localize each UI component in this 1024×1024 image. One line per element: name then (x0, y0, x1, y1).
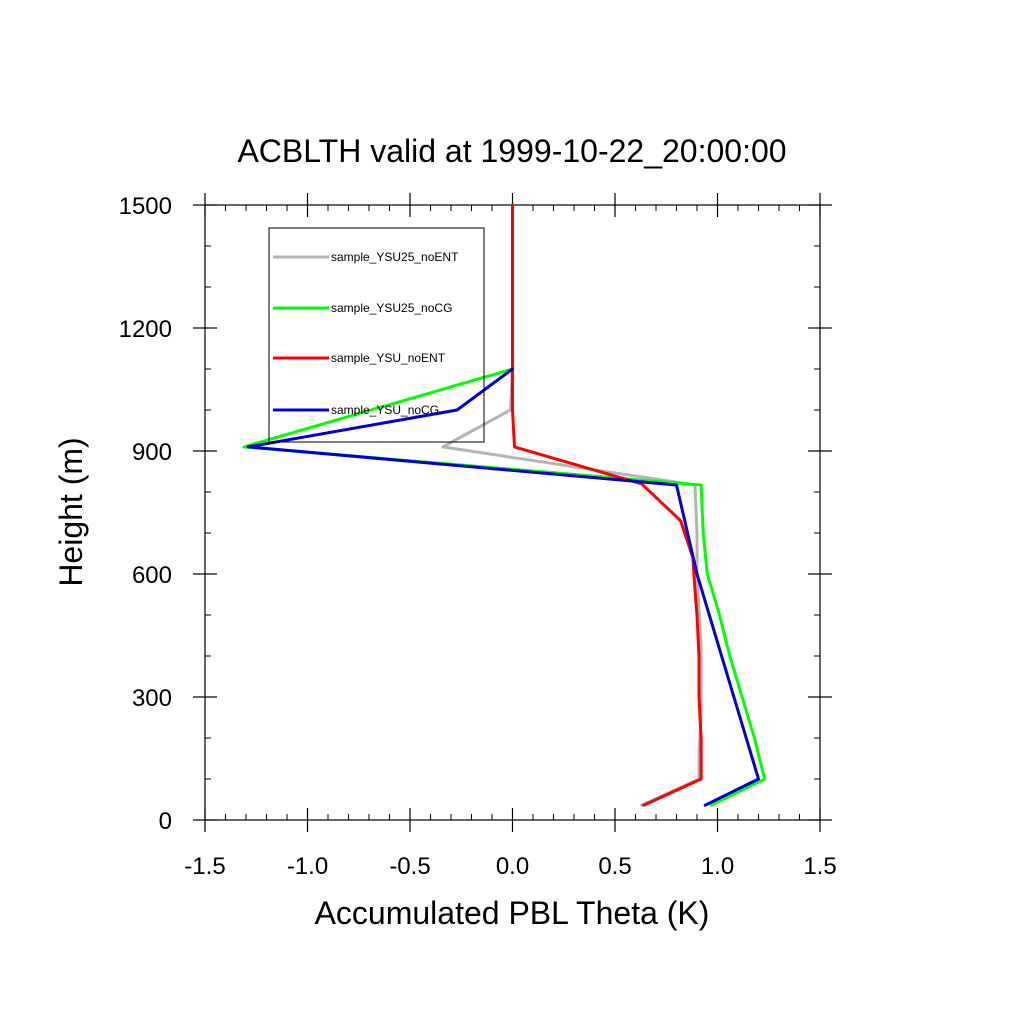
legend-box (268, 227, 485, 443)
x-axis-ticks: -1.5 -1.0 -0.5 0.0 0.5 1.0 1.5 (184, 193, 837, 880)
y-axis-label: Height (m) (53, 437, 89, 586)
series-line-sample_YSU_noCG (246, 367, 760, 807)
x-tick-label: 1.0 (701, 853, 734, 880)
x-tick-label: -0.5 (389, 853, 430, 880)
series-line-sample_YSU_noENT (511, 203, 703, 807)
x-tick-label: 0.5 (598, 853, 631, 880)
y-tick-label: 1200 (119, 316, 172, 343)
x-tick-label: 0.0 (496, 853, 529, 880)
legend-label: sample_YSU_noCG (331, 403, 439, 417)
y-tick-label: 0 (159, 808, 172, 835)
x-axis-label: Accumulated PBL Theta (K) (315, 895, 710, 931)
chart-title: ACBLTH valid at 1999-10-22_20:00:00 (237, 133, 786, 169)
x-tick-label: -1.0 (287, 853, 328, 880)
legend-label: sample_YSU25_noCG (331, 301, 452, 315)
y-tick-label: 1500 (119, 193, 172, 220)
y-tick-label: 300 (132, 685, 172, 712)
series-lines (242, 203, 767, 807)
x-tick-label: -1.5 (184, 853, 225, 880)
y-tick-label: 600 (132, 562, 172, 589)
legend: sample_YSU25_noENT sample_YSU25_noCGsampl… (268, 227, 485, 443)
legend-label: sample_YSU_noENT (331, 351, 446, 365)
legend-label: sample_YSU25_noENT (331, 250, 459, 264)
y-tick-label: 900 (132, 439, 172, 466)
y-axis-ticks: 0 300 600 900 1200 1500 (119, 193, 832, 835)
series-line-sample_YSU25_noCG (242, 203, 767, 807)
x-tick-label: 1.5 (803, 853, 836, 880)
